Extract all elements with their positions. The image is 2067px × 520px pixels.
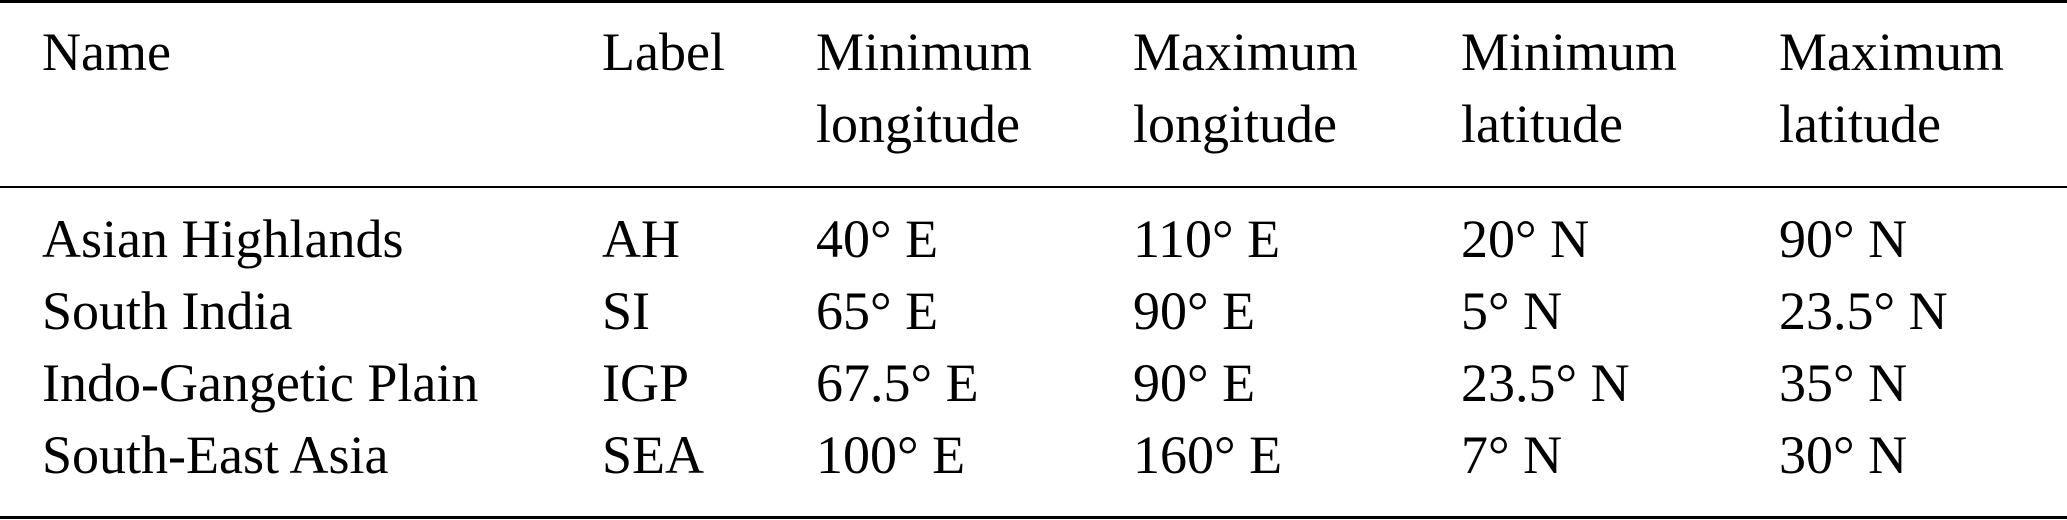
cell-max-latitude: 30° N bbox=[1779, 425, 1908, 485]
cell-min-latitude: 20° N bbox=[1461, 209, 1590, 269]
cell-label: SI bbox=[602, 281, 651, 341]
cell-name: Asian Highlands bbox=[42, 209, 404, 269]
cell-name: South India bbox=[42, 281, 293, 341]
cell-name: Indo-Gangetic Plain bbox=[42, 353, 479, 413]
table-header-rule bbox=[0, 186, 2067, 188]
cell-name: South-East Asia bbox=[42, 425, 389, 485]
cell-max-longitude: 110° E bbox=[1133, 209, 1281, 269]
cell-label: AH bbox=[602, 209, 680, 269]
header-label: Label bbox=[602, 22, 725, 82]
cell-min-longitude: 100° E bbox=[816, 425, 966, 485]
header-maximum-longitude: Maximum longitude bbox=[1133, 22, 1358, 154]
header-minimum-longitude: Minimum longitude bbox=[816, 22, 1033, 154]
cell-max-latitude: 35° N bbox=[1779, 353, 1908, 413]
cell-min-longitude: 67.5° E bbox=[816, 353, 979, 413]
cell-max-longitude: 160° E bbox=[1133, 425, 1283, 485]
cell-label: SEA bbox=[602, 425, 705, 485]
table-bottom-rule bbox=[0, 516, 2067, 519]
cell-max-longitude: 90° E bbox=[1133, 353, 1256, 413]
cell-min-longitude: 40° E bbox=[816, 209, 939, 269]
header-name: Name bbox=[42, 22, 171, 82]
header-maximum-latitude: Maximum latitude bbox=[1779, 22, 2004, 154]
cell-label: IGP bbox=[602, 353, 690, 413]
table-top-rule bbox=[0, 0, 2067, 3]
header-minimum-latitude: Minimum latitude bbox=[1461, 22, 1678, 154]
cell-max-latitude: 23.5° N bbox=[1779, 281, 1948, 341]
cell-max-longitude: 90° E bbox=[1133, 281, 1256, 341]
cell-max-latitude: 90° N bbox=[1779, 209, 1908, 269]
cell-min-latitude: 7° N bbox=[1461, 425, 1563, 485]
cell-min-latitude: 23.5° N bbox=[1461, 353, 1630, 413]
cell-min-longitude: 65° E bbox=[816, 281, 939, 341]
cell-min-latitude: 5° N bbox=[1461, 281, 1563, 341]
